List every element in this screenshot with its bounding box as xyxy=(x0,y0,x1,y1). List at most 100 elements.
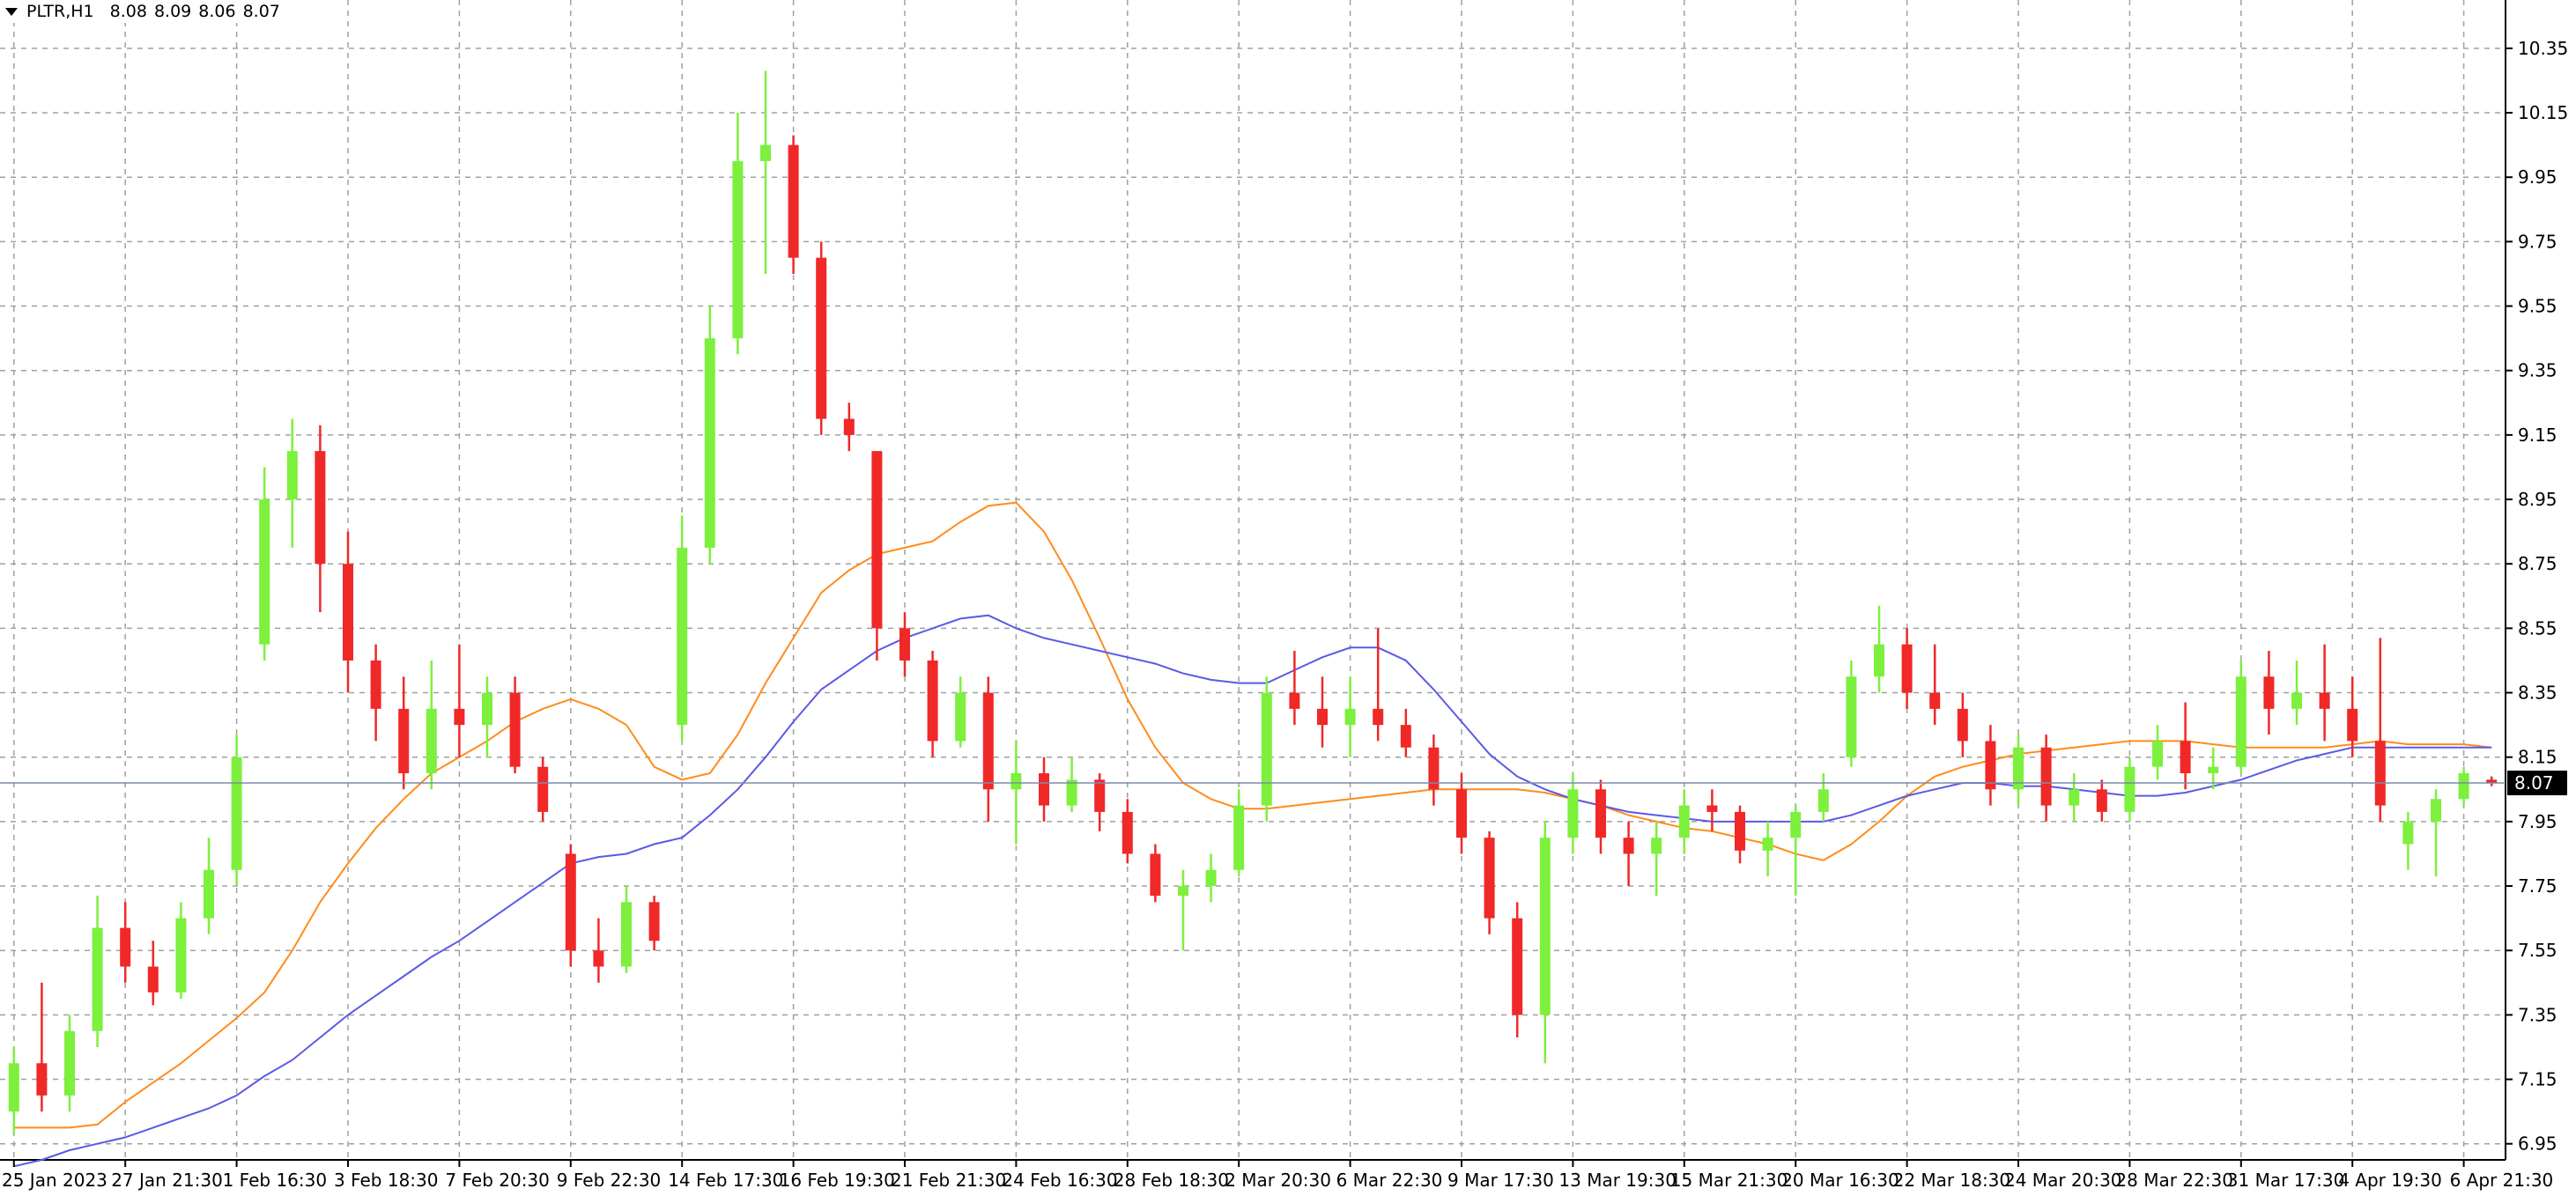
x-tick-label: 14 Feb 17:30 xyxy=(668,1170,783,1191)
x-tick-label: 21 Feb 21:30 xyxy=(891,1170,1006,1191)
candle-body xyxy=(760,144,771,161)
candle-body xyxy=(1874,644,1884,677)
candle-body xyxy=(315,451,326,565)
candle-body xyxy=(816,257,827,419)
candle-body xyxy=(1595,789,1606,838)
candle-body xyxy=(899,628,910,661)
header-low: 8.06 xyxy=(198,2,236,21)
candle-body xyxy=(648,902,660,941)
candle-body xyxy=(1010,773,1022,790)
candle-body xyxy=(64,1030,75,1096)
candle-body xyxy=(454,708,465,726)
candle-body xyxy=(1929,692,1941,709)
x-tick-label: 28 Mar 22:30 xyxy=(2115,1170,2233,1191)
candle-body xyxy=(231,757,242,870)
candle-body xyxy=(2180,741,2191,773)
y-tick-label: 8.95 xyxy=(2518,489,2557,510)
y-tick-label: 8.55 xyxy=(2518,617,2557,639)
candle-body xyxy=(175,918,187,993)
candle-body xyxy=(2431,799,2441,822)
candle-body xyxy=(1846,676,1857,757)
candle-body xyxy=(8,1063,19,1112)
y-tick-label: 10.15 xyxy=(2518,102,2568,123)
candle-body xyxy=(1735,811,1745,851)
candle-body xyxy=(1289,692,1300,709)
x-tick-label: 1 Feb 16:30 xyxy=(223,1170,328,1191)
candle-body xyxy=(871,451,883,629)
candle-body xyxy=(1678,805,1690,838)
candle-body xyxy=(1150,853,1161,897)
x-tick-label: 6 Mar 22:30 xyxy=(1336,1170,1443,1191)
candle-body xyxy=(955,692,966,742)
candle-body xyxy=(843,418,855,435)
x-tick-label: 24 Mar 20:30 xyxy=(2004,1170,2122,1191)
y-tick-label: 7.95 xyxy=(2518,811,2557,832)
candle-body xyxy=(1651,838,1662,854)
candle-body xyxy=(2013,747,2024,790)
x-tick-label: 6 Apr 21:30 xyxy=(2450,1170,2554,1191)
y-tick-label: 9.55 xyxy=(2518,296,2557,317)
candle-body xyxy=(509,692,521,767)
x-tick-label: 4 Apr 19:30 xyxy=(2338,1170,2442,1191)
candle-body xyxy=(1567,789,1579,838)
y-tick-label: 10.35 xyxy=(2518,38,2568,59)
header-close: 8.07 xyxy=(242,2,280,21)
candle-body xyxy=(1957,708,1968,742)
candle-body xyxy=(2040,747,2052,806)
candle-body xyxy=(1373,708,1384,726)
candle-body xyxy=(1817,789,1829,812)
header-high: 8.09 xyxy=(153,2,192,21)
candle-body xyxy=(1094,779,1106,812)
candle-body xyxy=(2374,741,2386,806)
y-tick-label: 7.55 xyxy=(2518,940,2557,961)
y-tick-label: 9.75 xyxy=(2518,231,2557,252)
x-tick-label: 7 Feb 20:30 xyxy=(445,1170,550,1191)
moving-average-line xyxy=(13,501,2492,1129)
x-tick-label: 27 Jan 21:30 xyxy=(111,1170,223,1191)
candle-body xyxy=(2208,766,2219,773)
candle-body xyxy=(1539,838,1551,1015)
y-tick-label: 7.35 xyxy=(2518,1004,2557,1025)
x-tick-label: 16 Feb 19:30 xyxy=(780,1170,895,1191)
x-tick-label: 9 Mar 17:30 xyxy=(1447,1170,1554,1191)
candle-body xyxy=(482,692,492,726)
symbol-title: PLTR,H1 xyxy=(26,2,94,21)
candle-body xyxy=(1762,838,1773,851)
candles xyxy=(8,70,2498,1134)
candle-body xyxy=(147,966,159,993)
header-ohlc: 8.08 8.09 8.06 8.07 xyxy=(110,2,280,21)
x-tick-label: 15 Mar 21:30 xyxy=(1670,1170,1788,1191)
candle-body xyxy=(1985,741,1996,790)
y-tick-label: 7.75 xyxy=(2518,875,2557,897)
candle-body xyxy=(1456,789,1467,838)
candle-body xyxy=(1178,886,1188,897)
x-tick-label: 20 Mar 16:30 xyxy=(1781,1170,1899,1191)
x-tick-label: 25 Jan 2023 xyxy=(2,1170,107,1191)
current-price-box xyxy=(2507,770,2567,795)
candle-body xyxy=(2347,708,2358,742)
candle-body xyxy=(1484,838,1495,919)
axes: 6.95 7.15 7.35 7.55 7.75 7.95 8.15 8.35 8.55 8.75… xyxy=(0,38,2568,1191)
candle-body xyxy=(2486,779,2498,783)
candle-body xyxy=(36,1063,48,1096)
candle-body xyxy=(2096,789,2107,812)
chart-header: PLTR,H1 8.08 8.09 8.06 8.07 xyxy=(5,0,285,23)
collapse-icon[interactable] xyxy=(5,7,18,16)
candle-body xyxy=(927,660,938,742)
x-tick-label: 22 Mar 18:30 xyxy=(1893,1170,2011,1191)
x-tick-label: 31 Mar 17:30 xyxy=(2227,1170,2345,1191)
x-tick-label: 28 Feb 18:30 xyxy=(1114,1170,1229,1191)
y-tick-label: 8.35 xyxy=(2518,683,2557,704)
candle-body xyxy=(2402,821,2414,845)
candle-body xyxy=(732,160,744,339)
candle-body xyxy=(537,766,549,812)
candle-body xyxy=(2291,692,2302,709)
candle-body xyxy=(2124,766,2136,812)
candle-body xyxy=(1400,725,1411,748)
candle-body xyxy=(593,950,604,967)
candle-body xyxy=(2235,676,2247,767)
candle-body xyxy=(2263,676,2275,709)
candle-body xyxy=(1428,747,1440,790)
grid xyxy=(0,0,2506,1160)
candle-body xyxy=(1512,918,1523,1015)
